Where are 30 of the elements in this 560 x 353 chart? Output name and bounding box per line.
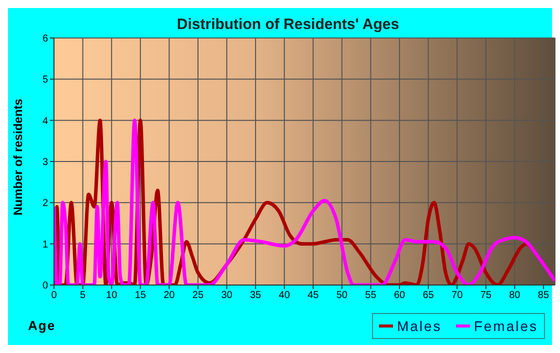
x-tick-label: 85: [538, 290, 550, 302]
x-tick-label: 15: [134, 290, 146, 302]
x-tick-label: 75: [480, 290, 492, 302]
x-axis-title: Age: [28, 318, 56, 333]
x-tick-label: 50: [336, 290, 348, 302]
x-tick-label: 65: [422, 290, 434, 302]
y-tick-label: 1: [42, 239, 48, 250]
x-tick-label: 60: [394, 290, 406, 302]
x-tick-label: 25: [192, 290, 204, 302]
y-tick-label: 6: [42, 34, 48, 45]
y-tick-label: 3: [42, 157, 48, 168]
x-tick-label: 5: [80, 290, 86, 302]
x-tick-label: 55: [365, 290, 377, 302]
legend-label: Males: [396, 318, 442, 334]
y-axis-title: Number of residents: [11, 98, 25, 218]
x-tick-label: 35: [250, 290, 262, 302]
x-tick-label: 70: [452, 290, 464, 302]
chart-title: Distribution of Residents' Ages: [176, 16, 400, 33]
x-tick-label: 0: [51, 290, 58, 302]
x-tick-label: 30: [221, 290, 233, 302]
x-tick-label: 80: [509, 290, 521, 302]
x-tick-label: 20: [164, 290, 176, 302]
legend-label: Females: [472, 318, 538, 334]
y-tick-label: 4: [42, 116, 48, 127]
y-tick-label: 5: [42, 74, 48, 86]
x-tick-label: 45: [308, 290, 320, 302]
x-tick-label: 10: [106, 290, 118, 302]
y-tick-label: 0: [42, 280, 48, 292]
x-tick-label: 40: [278, 290, 290, 302]
y-tick-label: 2: [42, 198, 48, 210]
